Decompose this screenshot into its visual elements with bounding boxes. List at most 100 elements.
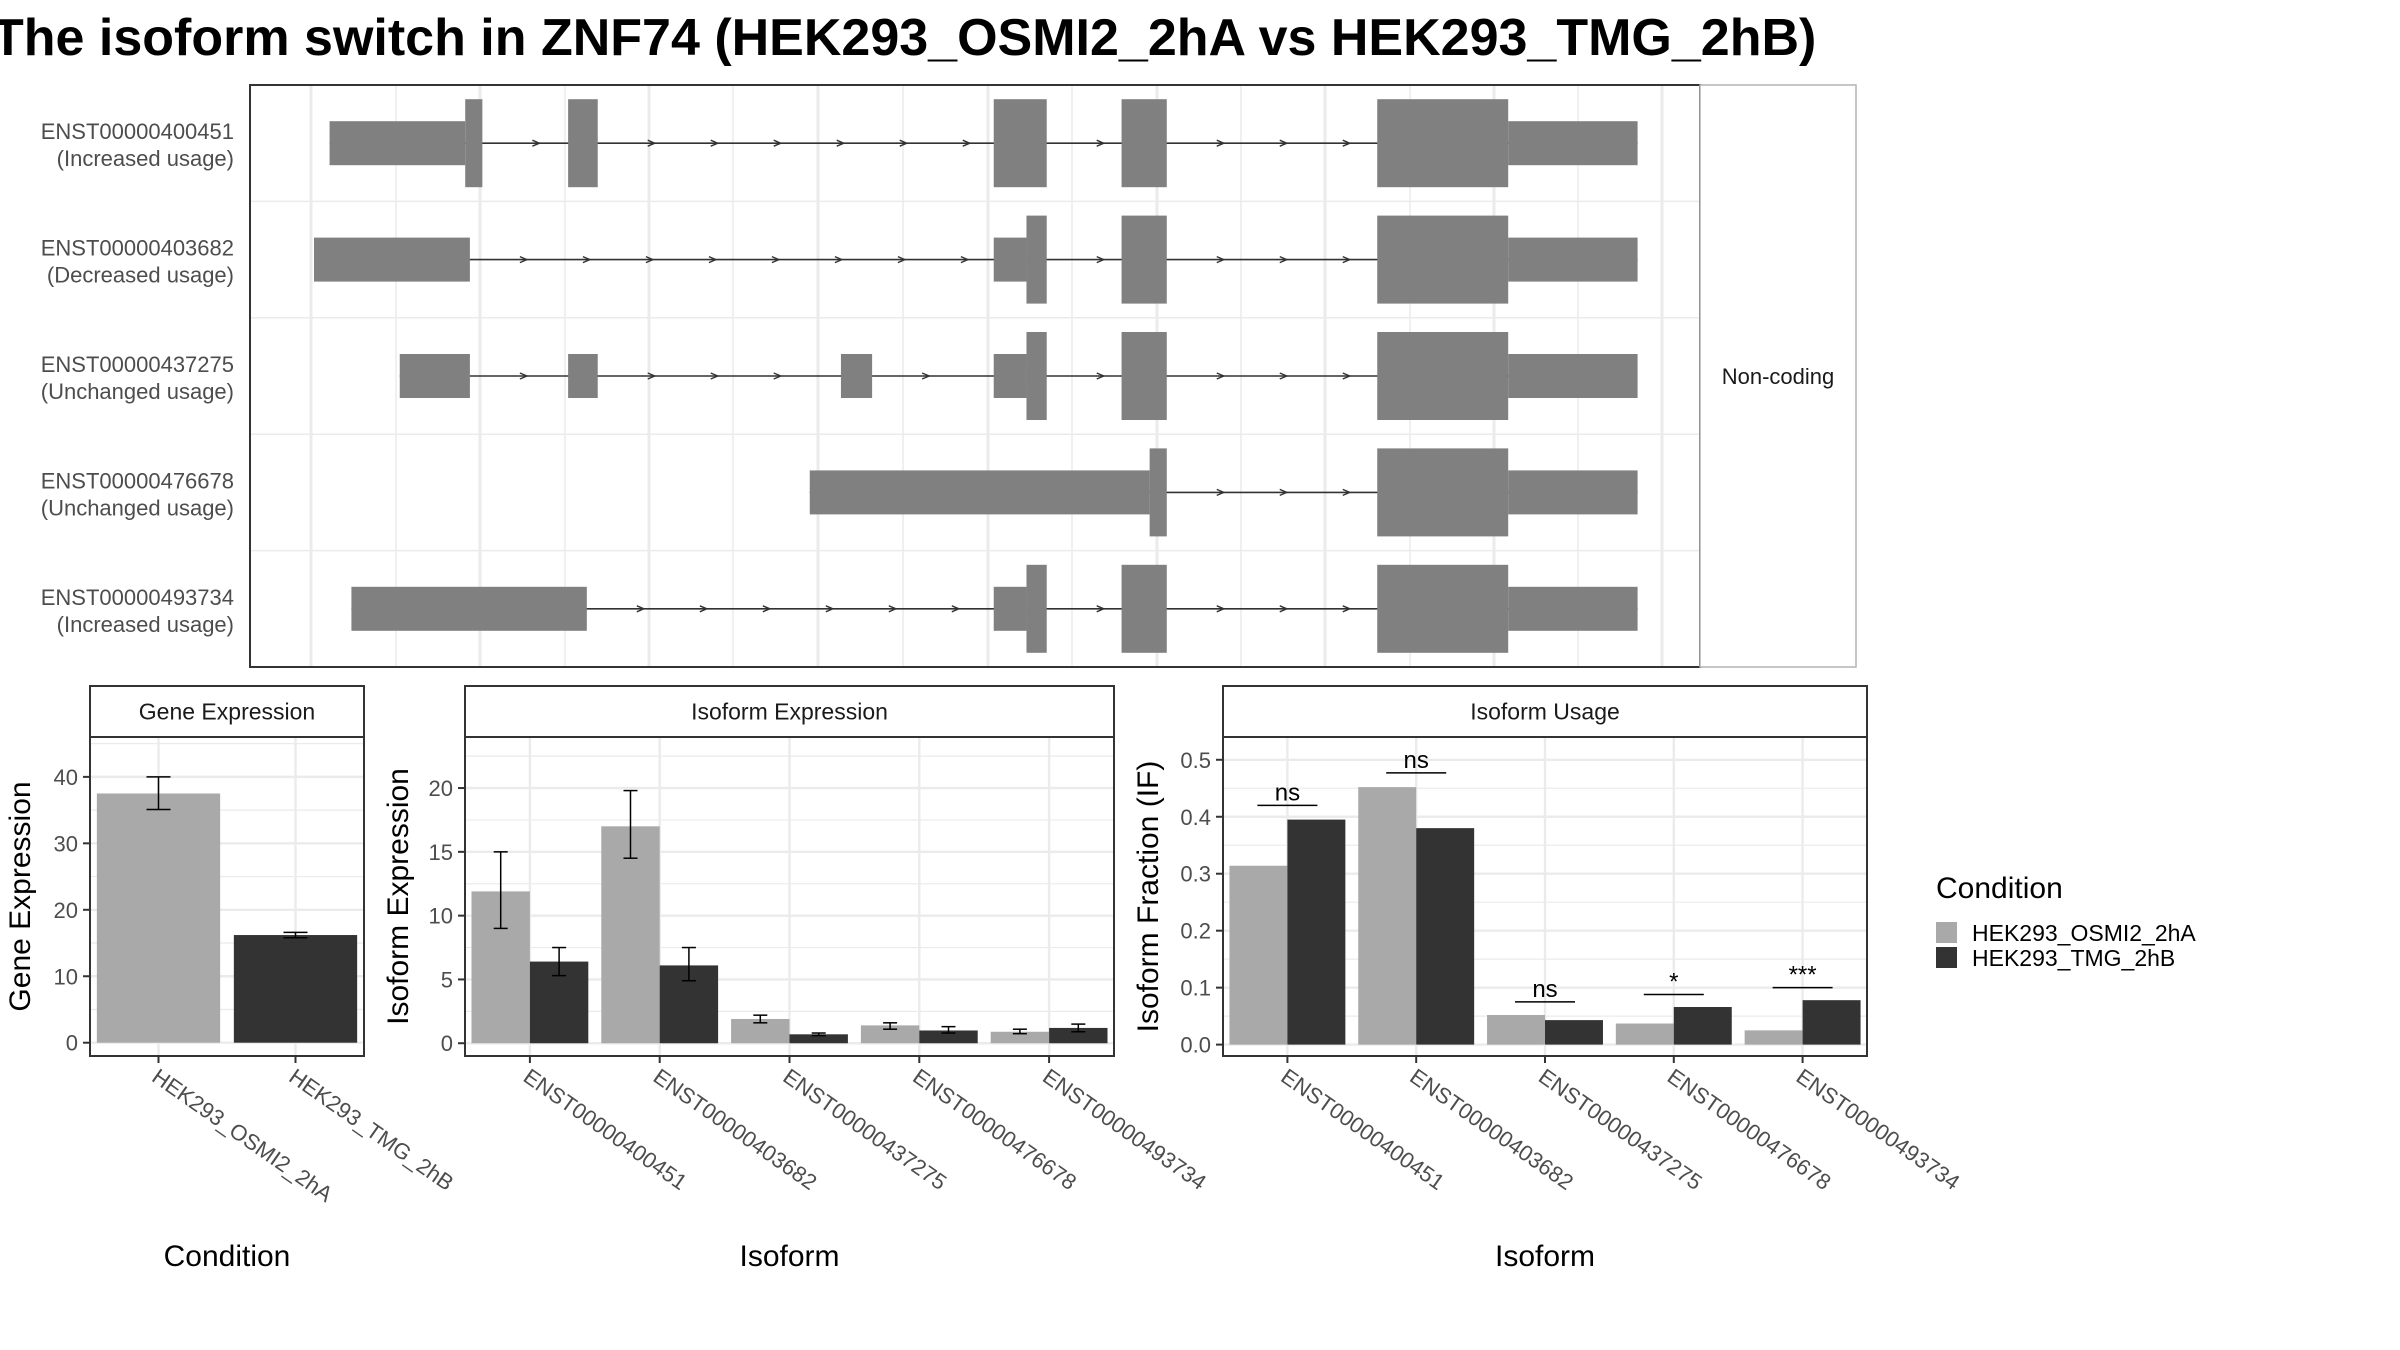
intron-direction-arrow [1342,139,1352,147]
exon-block [809,470,1150,515]
intron-direction-arrow [1279,488,1289,497]
bar [1487,1014,1545,1045]
y-axis-label: Isoform Fraction (IF) [1132,761,1165,1033]
bar [96,793,221,1043]
bar [860,1025,920,1044]
bar [1802,1000,1861,1045]
intron-direction-arrow [762,605,772,613]
bar [990,1031,1050,1044]
y-tick-label: 0.2 [1180,919,1211,944]
intron-direction-arrow [532,139,542,147]
exon-block [1377,564,1509,653]
y-tick-label: 0.0 [1180,1033,1211,1058]
y-tick-label: 30 [54,831,78,856]
legend-swatch [1936,922,1957,943]
significance-label: ns [1532,976,1557,1003]
panel-strip [89,685,365,738]
exon-block [1121,564,1167,653]
bar [919,1030,978,1044]
transcript-usage-label: (Unchanged usage) [41,495,234,520]
intron-direction-arrow [1096,605,1106,613]
y-tick-label: 20 [429,776,453,801]
intron-direction-arrow [1279,139,1289,147]
panel-title: Gene Expression [139,699,315,725]
y-tick-label: 0.4 [1180,805,1211,830]
legend-title: Condition [1936,872,2063,905]
exon-block [1149,448,1167,537]
transcript-id-label: ENST00000476678 [41,468,234,493]
intron-direction-arrow [1342,605,1352,613]
facet-strip [1699,84,1857,668]
y-axis-label: Isoform Expression [382,768,415,1025]
intron-direction-arrow [921,372,931,380]
intron-direction-arrow [699,605,709,613]
bar [233,935,358,1043]
bar [1416,828,1475,1045]
figure-title: The isoform switch in ZNF74 (HEK293_OSMI… [0,9,1816,67]
intron-direction-arrow [647,139,657,147]
panel-strip [1222,685,1868,738]
facet-label-non-coding: Non-coding [1722,364,1835,389]
intron-direction-arrow [708,255,718,264]
legend-label: HEK293_OSMI2_2hA [1972,920,2196,946]
transcript-id-label: ENST00000493734 [41,585,234,610]
exon-block [1377,448,1509,537]
bar [601,826,660,1044]
exon-block [1508,586,1638,631]
bar [1358,787,1417,1045]
bar [1615,1023,1674,1045]
panel-title: Isoform Usage [1470,699,1620,725]
significance-label: ns [1275,779,1300,806]
intron-direction-arrow [825,605,835,613]
exon-block [993,99,1047,188]
transcript-id-label: ENST00000400451 [41,119,234,144]
y-tick-label: 0 [66,1031,78,1056]
y-tick-label: 0.3 [1180,862,1211,887]
intron-direction-arrow [899,139,909,147]
bar [1744,1030,1803,1045]
intron-direction-arrow [1342,255,1352,264]
transcript-usage-label: (Increased usage) [57,612,234,637]
intron-direction-arrow [1216,372,1226,380]
significance-label: *** [1789,962,1817,989]
intron-direction-arrow [1216,605,1226,613]
transcript-usage-label: (Decreased usage) [47,263,234,288]
exon-block [329,121,466,166]
exon-block [1508,470,1638,515]
x-axis-label: Isoform [739,1240,839,1273]
exon-block [1121,99,1167,188]
intron-direction-arrow [836,139,846,147]
significance-label: ns [1404,747,1429,774]
legend-swatch [1936,947,1957,968]
intron-direction-arrow [519,372,529,380]
y-tick-label: 20 [54,898,78,923]
y-axis-label: Gene Expression [4,781,37,1011]
intron-direction-arrow [647,372,657,380]
intron-direction-arrow [960,255,970,264]
exon-block [399,354,470,398]
panel-strip [464,685,1115,738]
intron-direction-arrow [1279,255,1289,264]
exon-block [1121,332,1167,420]
intron-direction-arrow [636,605,646,613]
intron-direction-arrow [710,139,720,147]
intron-direction-arrow [1216,255,1226,264]
intron-direction-arrow [897,255,907,264]
exon-block [568,99,598,188]
bar [1049,1027,1108,1044]
y-tick-label: 0.5 [1180,748,1211,773]
bar [1229,865,1288,1045]
intron-direction-arrow [1279,372,1289,380]
x-axis-label: Condition [164,1240,291,1273]
intron-direction-arrow [1096,139,1106,147]
exon-block [351,586,587,631]
x-axis-label: Isoform [1495,1240,1595,1273]
transcript-id-label: ENST00000403682 [41,236,234,261]
intron-direction-arrow [962,139,972,147]
exon-block [465,99,483,188]
intron-direction-arrow [1342,372,1352,380]
y-tick-label: 10 [429,904,453,929]
y-tick-label: 40 [54,765,78,790]
